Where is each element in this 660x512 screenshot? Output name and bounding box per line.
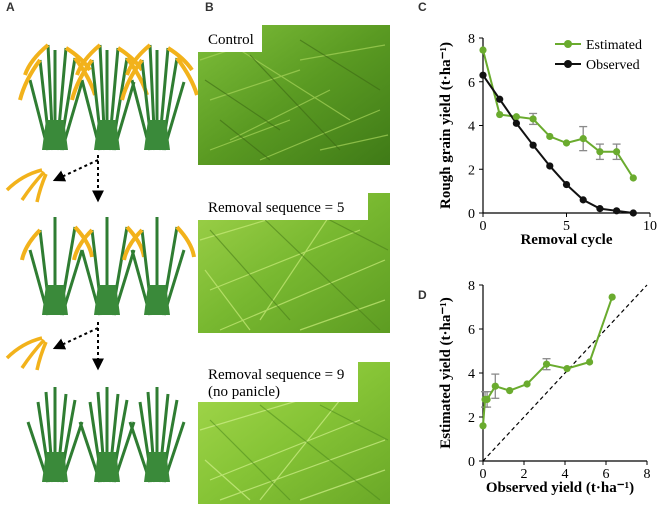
data-point-estimated [579,135,587,143]
data-point [563,365,571,373]
chart-c-legend: Estimated Observed [555,38,642,73]
data-point [586,358,594,366]
data-point [506,387,514,395]
photo-removal-5-texture [199,199,386,331]
photo-label-box [198,362,358,402]
data-point-observed [613,207,621,215]
chart-d-y-tick-label: 2 [468,411,475,426]
chart-c-x-tick-label: 10 [643,219,657,234]
chart-d-x-tick-label: 4 [562,467,569,482]
rice-plants-no-panicles-bottom [26,387,186,483]
chart-c-x-tick-label: 5 [563,219,570,234]
photo-removal-5-label: Removal sequence = 5 [208,200,344,216]
photo-removal-9-label-line1: Removal sequence = 9 [208,367,344,383]
legend-observed-marker [564,60,572,68]
data-point-estimated [529,115,537,123]
data-point-estimated [546,132,554,141]
data-point-estimated [629,174,637,182]
chart-c: C 0 5 10 0 2 4 6 8 Removal cycle Rough grain yi… [418,0,657,248]
chart-c-axes: 0 5 10 0 2 4 6 8 [468,32,657,234]
data-point-estimated [512,113,521,121]
chart-d-y-axis-title: Estimated yield (t·ha⁻¹) [438,297,454,449]
chart-c-y-tick-label: 2 [468,163,475,178]
chart-c-y-tick-label: 4 [468,120,475,135]
photo-control-label: Control [208,32,254,48]
legend-estimated-label: Estimated [586,38,642,53]
data-point-estimated [596,148,604,156]
data-point-estimated [496,110,504,119]
data-point-observed [579,196,587,204]
data-point-estimated [479,46,487,54]
chart-d-errorbars [481,358,551,408]
chart-c-lines [482,49,635,214]
panel-a-letter: A [6,0,15,14]
chart-c-y-tick-label: 6 [468,76,475,91]
data-point-observed [512,119,521,127]
series-line-estimated [482,49,635,179]
chart-c-y-tick-label: 0 [468,207,475,222]
chart-d-x-tick-label: 2 [521,467,528,482]
data-point-observed [496,95,504,103]
chart-c-y-tick-label: 8 [468,32,475,47]
data-point [483,395,491,403]
panel-a: A [5,0,199,483]
chart-d-y-tick-label: 0 [468,455,475,470]
panel-b-letter: B [205,0,214,14]
series-line-observed [482,74,634,214]
removal-arrows [52,322,104,371]
data-point-estimated [613,148,621,156]
data-point-observed [546,162,554,170]
chart-d-x-tick-label: 6 [603,467,610,482]
photo-label-box [198,25,262,52]
chart-d-axes: 0 2 4 6 8 0 2 4 6 8 [468,279,651,482]
one-to-one-line [482,284,648,462]
panel-c-letter: C [418,0,427,14]
chart-c-points [479,46,637,217]
legend-observed-label: Observed [586,58,640,73]
photo-label-box [198,193,368,220]
chart-d-reference-line [482,284,648,462]
legend-estimated-marker [564,40,572,48]
photo-removal-9-label-line2: (no panicle) [208,384,280,400]
chart-c-x-axis-title: Removal cycle [520,232,612,248]
data-point [479,422,487,430]
removed-panicle-icon [5,168,48,203]
data-point-observed [479,71,487,79]
removed-panicle-icon [5,336,48,371]
rice-plants-with-panicles-top [18,43,199,151]
panel-d-letter: D [418,288,427,302]
chart-d-y-tick-label: 8 [468,279,475,294]
chart-d: D 0 2 4 6 8 0 2 4 6 8 Observed yield (t·ha⁻¹) Est… [418,279,651,496]
data-point-observed [562,180,571,189]
data-point [608,293,616,301]
rice-plants-with-panicles-middle [20,217,196,316]
chart-c-y-axis-title: Rough grain yield (t·ha⁻¹) [438,42,454,209]
panel-b: B Control Removal sequence = 5 Removal [198,0,390,504]
chart-d-x-tick-label: 8 [644,467,651,482]
data-point-estimated [562,139,571,147]
data-point-observed [596,205,604,213]
chart-c-x-tick-label: 0 [480,219,487,234]
data-point-observed [629,209,637,217]
data-point-observed [529,141,537,149]
data-point [491,382,499,390]
chart-d-x-axis-title: Observed yield (t·ha⁻¹) [486,480,634,496]
chart-d-x-tick-label: 0 [480,467,487,482]
removal-arrows [52,155,104,203]
data-point [523,380,531,388]
photo-removal-9-texture [199,399,386,501]
chart-d-y-tick-label: 6 [468,323,475,338]
data-point [542,360,551,368]
chart-d-y-tick-label: 4 [468,367,475,382]
chart-d-points [479,293,616,430]
